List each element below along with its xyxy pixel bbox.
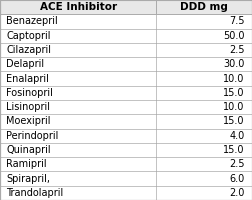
Text: Benazepril: Benazepril	[6, 16, 58, 26]
Bar	[0, 186, 156, 200]
Text: Cilazapril: Cilazapril	[6, 45, 51, 55]
Bar	[0, 157, 156, 171]
Text: Lisinopril: Lisinopril	[6, 102, 50, 112]
Text: ACE Inhibitor: ACE Inhibitor	[40, 2, 117, 12]
Text: 7.5: 7.5	[229, 16, 244, 26]
Text: Perindopril: Perindopril	[6, 131, 59, 141]
Bar	[156, 129, 252, 143]
Bar	[0, 114, 156, 129]
Text: 15.0: 15.0	[223, 88, 244, 98]
Bar	[156, 71, 252, 86]
Bar	[156, 57, 252, 71]
Text: 4.0: 4.0	[229, 131, 244, 141]
Bar	[0, 14, 156, 29]
Text: Delapril: Delapril	[6, 59, 44, 69]
Text: 15.0: 15.0	[223, 145, 244, 155]
Text: Ramipril: Ramipril	[6, 159, 47, 169]
Text: Quinapril: Quinapril	[6, 145, 51, 155]
Bar	[0, 100, 156, 114]
Bar	[156, 171, 252, 186]
Text: 30.0: 30.0	[223, 59, 244, 69]
Bar	[156, 114, 252, 129]
Bar	[0, 29, 156, 43]
Text: Trandolapril: Trandolapril	[6, 188, 64, 198]
Text: Fosinopril: Fosinopril	[6, 88, 53, 98]
Text: 6.0: 6.0	[229, 174, 244, 184]
Bar	[0, 0, 156, 14]
Bar	[156, 143, 252, 157]
Bar	[0, 71, 156, 86]
Text: 2.5: 2.5	[229, 45, 244, 55]
Bar	[156, 0, 252, 14]
Text: 15.0: 15.0	[223, 116, 244, 126]
Bar	[0, 171, 156, 186]
Bar	[0, 143, 156, 157]
Bar	[156, 43, 252, 57]
Bar	[156, 29, 252, 43]
Text: 2.0: 2.0	[229, 188, 244, 198]
Text: DDD mg: DDD mg	[180, 2, 228, 12]
Bar	[156, 14, 252, 29]
Bar	[156, 86, 252, 100]
Text: Spirapril,: Spirapril,	[6, 174, 50, 184]
Bar	[156, 186, 252, 200]
Bar	[0, 129, 156, 143]
Text: 2.5: 2.5	[229, 159, 244, 169]
Bar	[156, 100, 252, 114]
Text: 10.0: 10.0	[223, 102, 244, 112]
Text: 50.0: 50.0	[223, 31, 244, 41]
Bar	[0, 43, 156, 57]
Bar	[156, 157, 252, 171]
Bar	[0, 57, 156, 71]
Bar	[0, 86, 156, 100]
Text: 10.0: 10.0	[223, 74, 244, 84]
Text: Moexipril: Moexipril	[6, 116, 51, 126]
Text: Captopril: Captopril	[6, 31, 51, 41]
Text: Enalapril: Enalapril	[6, 74, 49, 84]
